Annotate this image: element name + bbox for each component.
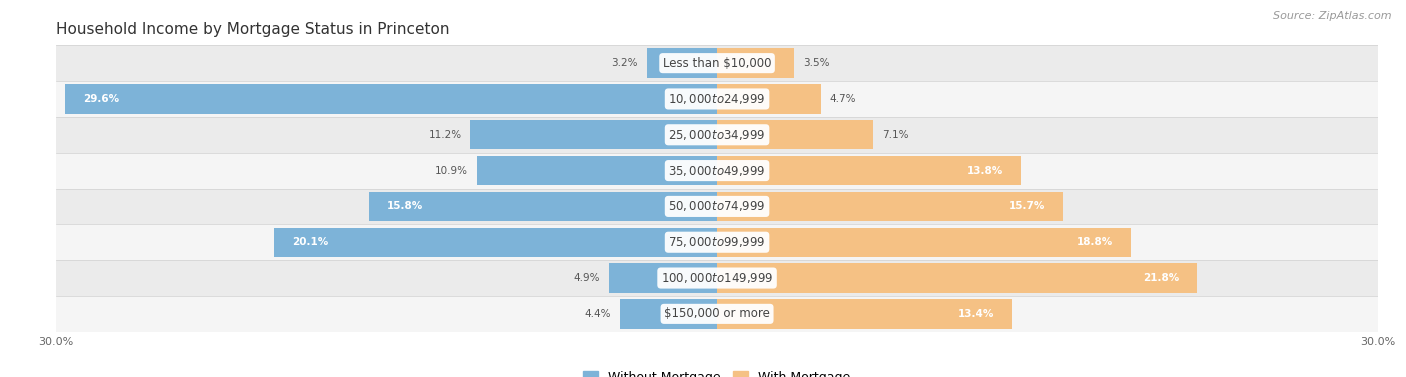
Bar xyxy=(717,192,1063,221)
Text: Less than $10,000: Less than $10,000 xyxy=(662,57,772,70)
Bar xyxy=(368,192,717,221)
Text: 4.4%: 4.4% xyxy=(585,309,612,319)
Text: 18.8%: 18.8% xyxy=(1077,237,1114,247)
Bar xyxy=(56,224,1378,260)
Text: 29.6%: 29.6% xyxy=(83,94,118,104)
Bar xyxy=(56,153,1378,188)
Bar xyxy=(477,156,717,185)
Text: $25,000 to $34,999: $25,000 to $34,999 xyxy=(668,128,766,142)
Text: 15.8%: 15.8% xyxy=(387,201,423,211)
Text: $100,000 to $149,999: $100,000 to $149,999 xyxy=(661,271,773,285)
Bar xyxy=(620,299,717,328)
Text: $10,000 to $24,999: $10,000 to $24,999 xyxy=(668,92,766,106)
Bar xyxy=(56,117,1378,153)
Bar xyxy=(717,84,821,113)
Text: $35,000 to $49,999: $35,000 to $49,999 xyxy=(668,164,766,178)
Text: 13.8%: 13.8% xyxy=(967,166,1004,176)
Bar xyxy=(609,264,717,293)
Text: 15.7%: 15.7% xyxy=(1010,201,1045,211)
Text: $50,000 to $74,999: $50,000 to $74,999 xyxy=(668,199,766,213)
Bar xyxy=(274,228,717,257)
Text: 10.9%: 10.9% xyxy=(434,166,468,176)
Text: 20.1%: 20.1% xyxy=(292,237,328,247)
Text: 3.2%: 3.2% xyxy=(612,58,638,68)
Bar xyxy=(647,49,717,78)
Text: 13.4%: 13.4% xyxy=(959,309,994,319)
Text: 7.1%: 7.1% xyxy=(883,130,908,140)
Bar xyxy=(717,156,1021,185)
Bar xyxy=(65,84,717,113)
Text: Source: ZipAtlas.com: Source: ZipAtlas.com xyxy=(1274,11,1392,21)
Text: 21.8%: 21.8% xyxy=(1143,273,1180,283)
Bar xyxy=(717,264,1198,293)
Bar xyxy=(56,81,1378,117)
Bar xyxy=(717,228,1132,257)
Text: $75,000 to $99,999: $75,000 to $99,999 xyxy=(668,235,766,249)
Bar xyxy=(56,260,1378,296)
Text: Household Income by Mortgage Status in Princeton: Household Income by Mortgage Status in P… xyxy=(56,22,450,37)
Bar xyxy=(56,45,1378,81)
Bar xyxy=(717,120,873,149)
Bar xyxy=(717,299,1012,328)
Bar xyxy=(471,120,717,149)
Bar xyxy=(717,49,794,78)
Text: 4.9%: 4.9% xyxy=(574,273,600,283)
Bar xyxy=(56,188,1378,224)
Text: 3.5%: 3.5% xyxy=(803,58,830,68)
Text: 4.7%: 4.7% xyxy=(830,94,856,104)
Text: 11.2%: 11.2% xyxy=(429,130,461,140)
Bar xyxy=(56,296,1378,332)
Text: $150,000 or more: $150,000 or more xyxy=(664,307,770,320)
Legend: Without Mortgage, With Mortgage: Without Mortgage, With Mortgage xyxy=(578,366,856,377)
